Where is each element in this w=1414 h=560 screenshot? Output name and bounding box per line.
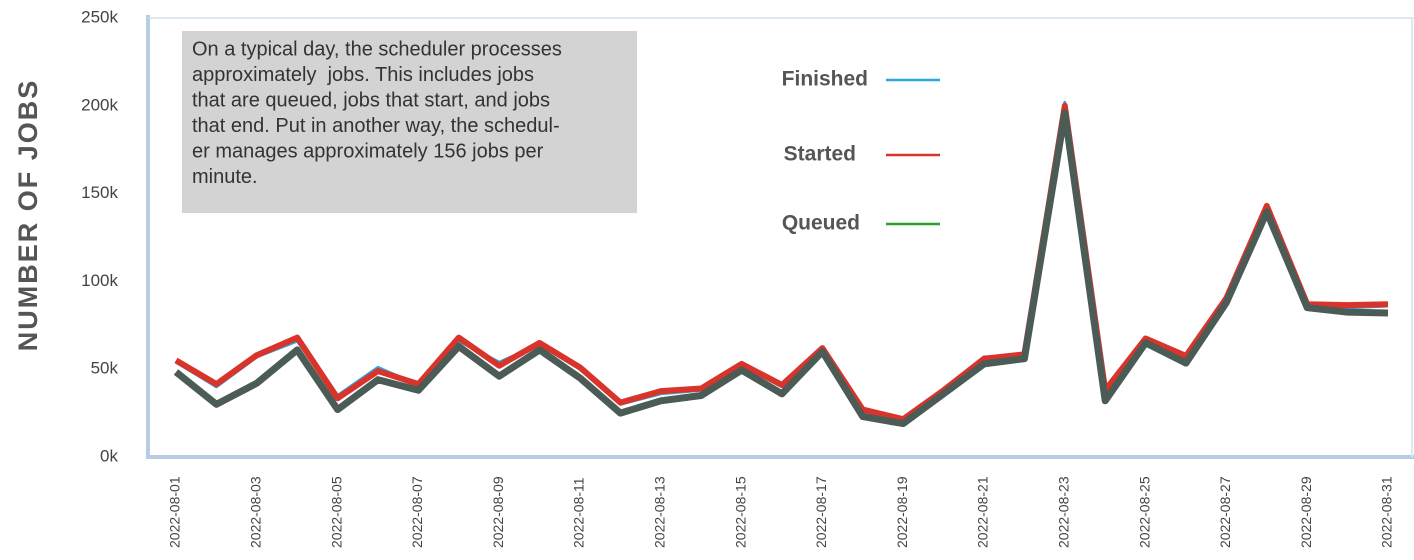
y-tick-label: 50k [91, 359, 119, 378]
series-line [173, 109, 1389, 428]
annotation-line: approximately jobs. This includes jobs [192, 64, 534, 86]
annotation-line: On a typical day, the scheduler processe… [192, 38, 562, 60]
annotation-line: that end. Put in another way, the schedu… [192, 115, 560, 137]
x-tick-label: 2022-08-19 [894, 476, 910, 548]
x-tick-label: 2022-08-03 [248, 476, 264, 548]
x-tick-label: 2022-08-23 [1056, 476, 1072, 548]
legend-label: Started [784, 143, 856, 166]
annotation-line: er manages approximately 156 jobs per [192, 140, 544, 162]
y-tick-label: 100k [81, 271, 118, 290]
y-tick-label: 150k [81, 183, 118, 202]
annotation-box [182, 31, 637, 213]
y-tick-label: 200k [81, 95, 118, 114]
y-tick-label: 0k [100, 446, 118, 465]
x-tick-label: 2022-08-27 [1217, 476, 1233, 548]
x-tick-label: 2022-08-11 [571, 477, 587, 548]
y-axis-label: NUMBER OF JOBS [13, 79, 43, 352]
annotation: On a typical day, the scheduler processe… [192, 38, 562, 188]
x-tick-label: 2022-08-31 [1379, 476, 1395, 548]
x-tick-label: 2022-08-01 [167, 476, 183, 548]
x-tick-label: 2022-08-07 [409, 476, 425, 548]
legend-label: Finished [782, 68, 868, 91]
annotation-line: that are queued, jobs that start, and jo… [192, 89, 550, 111]
x-tick-label: 2022-08-21 [975, 476, 991, 548]
x-tick-label: 2022-08-15 [732, 476, 748, 548]
y-tick-label: 250k [81, 7, 118, 26]
x-tick-label: 2022-08-05 [328, 476, 344, 548]
series-line [174, 102, 1389, 423]
x-tick-label: 2022-08-17 [813, 476, 829, 548]
x-tick-label: 2022-08-25 [1136, 476, 1152, 548]
x-tick-label: 2022-08-13 [652, 476, 668, 548]
annotation-line: minute. [192, 166, 258, 188]
legend-label: Queued [782, 212, 860, 235]
x-tick-label: 2022-08-29 [1298, 476, 1314, 548]
x-tick-label: 2022-08-09 [490, 476, 506, 548]
